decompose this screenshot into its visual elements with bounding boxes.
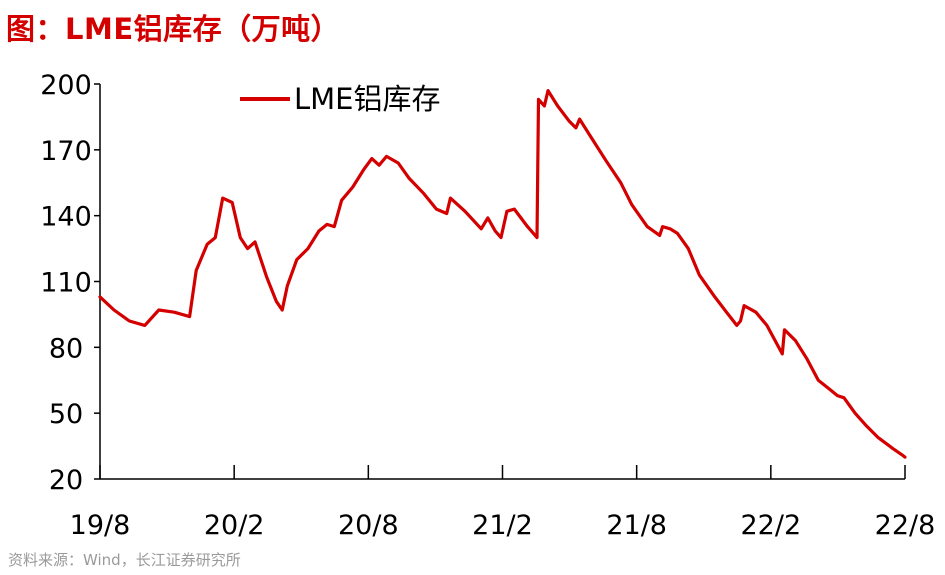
y-tick-label: 170 [40,136,92,167]
x-tick-label: 21/8 [606,510,667,541]
x-tick-label: 21/2 [472,510,533,541]
y-tick-label: 80 [49,333,83,364]
chart-series [98,89,907,459]
y-tick-label: 110 [40,268,92,299]
x-tick-label: 22/2 [741,510,802,541]
source-note: 资料来源：Wind，长江证券研究所 [8,551,241,569]
x-tick-label: 19/8 [70,510,131,541]
legend-label: LME铝库存 [294,82,441,116]
series-line [98,89,907,459]
y-tick-label: 200 [40,70,92,101]
x-tick-label: 22/8 [875,510,936,541]
x-tick-label: 20/2 [204,510,265,541]
chart-title: 图：LME铝库存（万吨） [6,12,341,46]
y-tick-label: 20 [49,465,83,496]
y-tick-label: 140 [40,202,92,233]
y-axis-ticks: 20 50 80 110 140 170 200 [40,70,100,496]
x-axis-ticks: 19/8 20/2 20/8 21/2 21/8 22/2 22/8 [70,465,936,541]
chart-axes [99,84,905,480]
chart-legend: LME铝库存 [240,82,441,116]
y-tick-label: 50 [49,399,83,430]
x-tick-label: 20/8 [338,510,399,541]
